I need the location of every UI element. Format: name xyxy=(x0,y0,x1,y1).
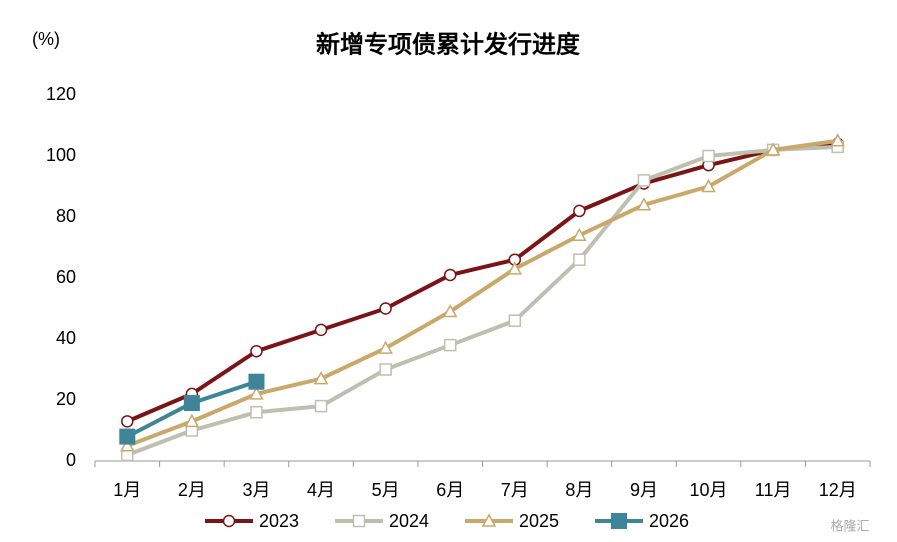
x-tick-label: 6月 xyxy=(436,480,464,500)
marker xyxy=(314,399,328,413)
marker xyxy=(121,415,134,428)
legend-label: 2026 xyxy=(649,511,689,531)
y-tick-label: 100 xyxy=(46,145,76,165)
legend-label: 2023 xyxy=(259,511,299,531)
series-line xyxy=(126,138,838,448)
marker xyxy=(443,268,457,282)
legend-label: 2024 xyxy=(389,511,429,531)
marker xyxy=(637,174,651,187)
marker xyxy=(572,227,587,242)
marker xyxy=(443,338,457,352)
marker xyxy=(442,303,458,318)
y-tick-label: 80 xyxy=(56,206,76,226)
y-unit-label: (%) xyxy=(32,29,60,49)
marker xyxy=(573,253,586,266)
marker xyxy=(313,371,329,385)
x-tick-label: 5月 xyxy=(372,480,400,500)
watermark: 格隆汇 xyxy=(830,518,869,533)
marker xyxy=(702,149,715,163)
legend-marker xyxy=(611,513,627,529)
y-tick-label: 0 xyxy=(66,450,76,470)
x-tick-label: 10月 xyxy=(690,480,728,500)
x-tick-label: 1月 xyxy=(113,480,141,500)
marker xyxy=(379,363,392,376)
y-tick-label: 60 xyxy=(56,267,76,287)
marker xyxy=(701,178,716,193)
legend-label: 2025 xyxy=(519,511,559,531)
series-line xyxy=(126,144,838,457)
marker xyxy=(508,314,522,327)
y-tick-label: 120 xyxy=(46,84,76,104)
marker xyxy=(765,142,781,156)
marker xyxy=(636,197,652,211)
series-line xyxy=(126,141,838,424)
marker xyxy=(119,428,136,445)
marker xyxy=(830,133,845,147)
legend-marker xyxy=(352,514,366,528)
marker xyxy=(507,261,523,275)
marker xyxy=(314,323,328,337)
marker xyxy=(183,395,200,412)
marker xyxy=(249,386,264,400)
x-tick-label: 11月 xyxy=(755,480,792,500)
x-tick-label: 3月 xyxy=(242,480,270,500)
x-tick-label: 2月 xyxy=(178,480,206,500)
x-tick-label: 4月 xyxy=(307,480,335,500)
marker xyxy=(379,302,392,315)
legend-marker xyxy=(222,514,236,528)
y-tick-label: 40 xyxy=(56,328,76,348)
y-tick-label: 20 xyxy=(56,389,76,409)
x-tick-label: 8月 xyxy=(565,480,593,500)
marker xyxy=(573,204,586,218)
marker xyxy=(120,438,135,452)
marker xyxy=(378,340,393,354)
x-tick-label: 12月 xyxy=(819,480,857,500)
chart-title: 新增专项债累计发行进度 xyxy=(316,30,581,58)
x-tick-label: 9月 xyxy=(630,480,658,500)
x-tick-label: 7月 xyxy=(501,480,529,500)
legend-marker xyxy=(481,513,497,527)
marker xyxy=(184,413,200,428)
marker xyxy=(250,405,263,419)
marker xyxy=(250,344,263,358)
marker xyxy=(248,373,265,390)
